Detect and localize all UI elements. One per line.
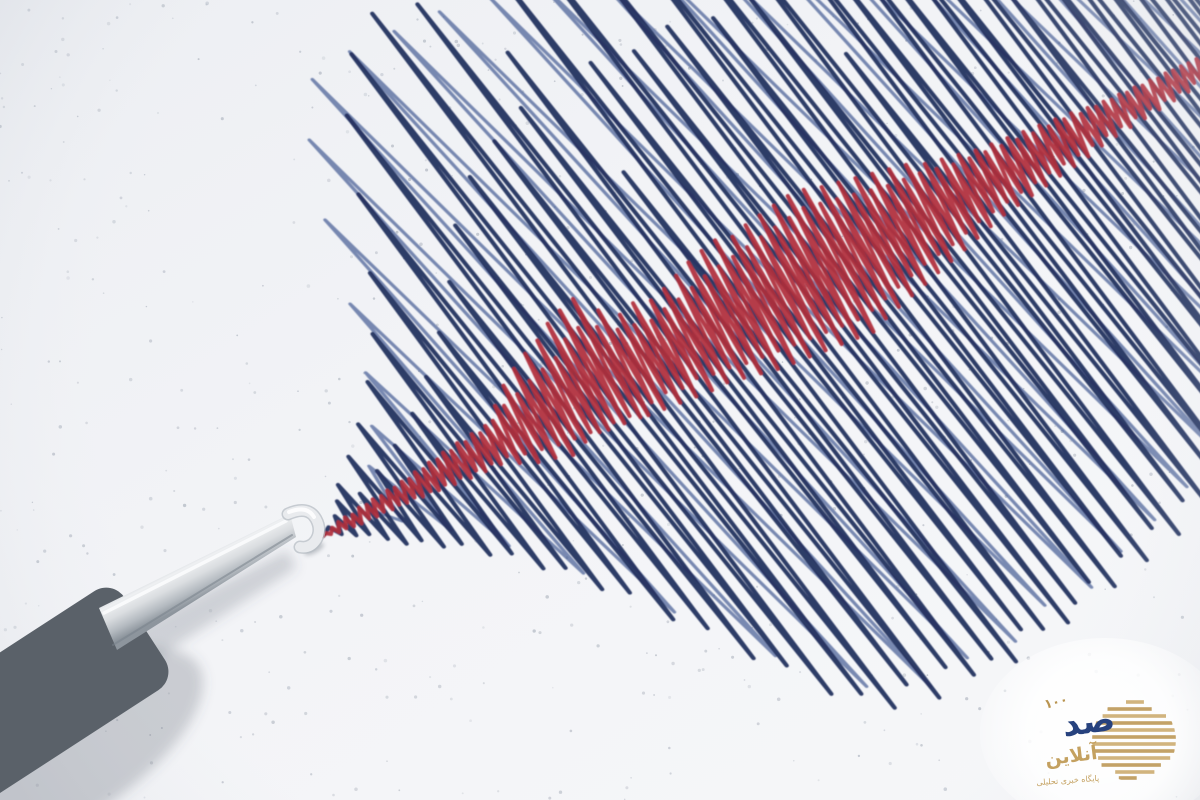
globe-stripe (1092, 742, 1176, 746)
watermark-logo: ۱۰۰ صد آنلاین پایگاه خبری تحلیلی (980, 638, 1200, 800)
globe-stripe (1101, 763, 1161, 767)
globe-stripe (1126, 700, 1144, 704)
shaft-highlight (102, 519, 288, 615)
globe-stripe (1092, 735, 1176, 739)
pen-handle (0, 587, 169, 800)
pen-shaft (99, 514, 296, 650)
watermark-number: ۱۰۰ (1043, 692, 1070, 712)
globe-stripe (1115, 770, 1155, 774)
globe-stripe (1098, 756, 1171, 760)
shaft-shade-line (112, 534, 293, 646)
seismograph-pen (0, 504, 326, 800)
watermark-brand: صد (1060, 699, 1117, 745)
globe-stripe (1093, 749, 1175, 753)
globe-stripe (1118, 776, 1137, 780)
globe-stripe (1093, 728, 1175, 732)
globe-stripe (1107, 707, 1152, 711)
globe-icon (1092, 700, 1176, 780)
pen-nib (281, 504, 326, 554)
watermark-tagline: پایگاه خبری تحلیلی (1036, 773, 1099, 787)
globe-stripe (1095, 721, 1173, 725)
globe-stripe (1102, 714, 1166, 718)
